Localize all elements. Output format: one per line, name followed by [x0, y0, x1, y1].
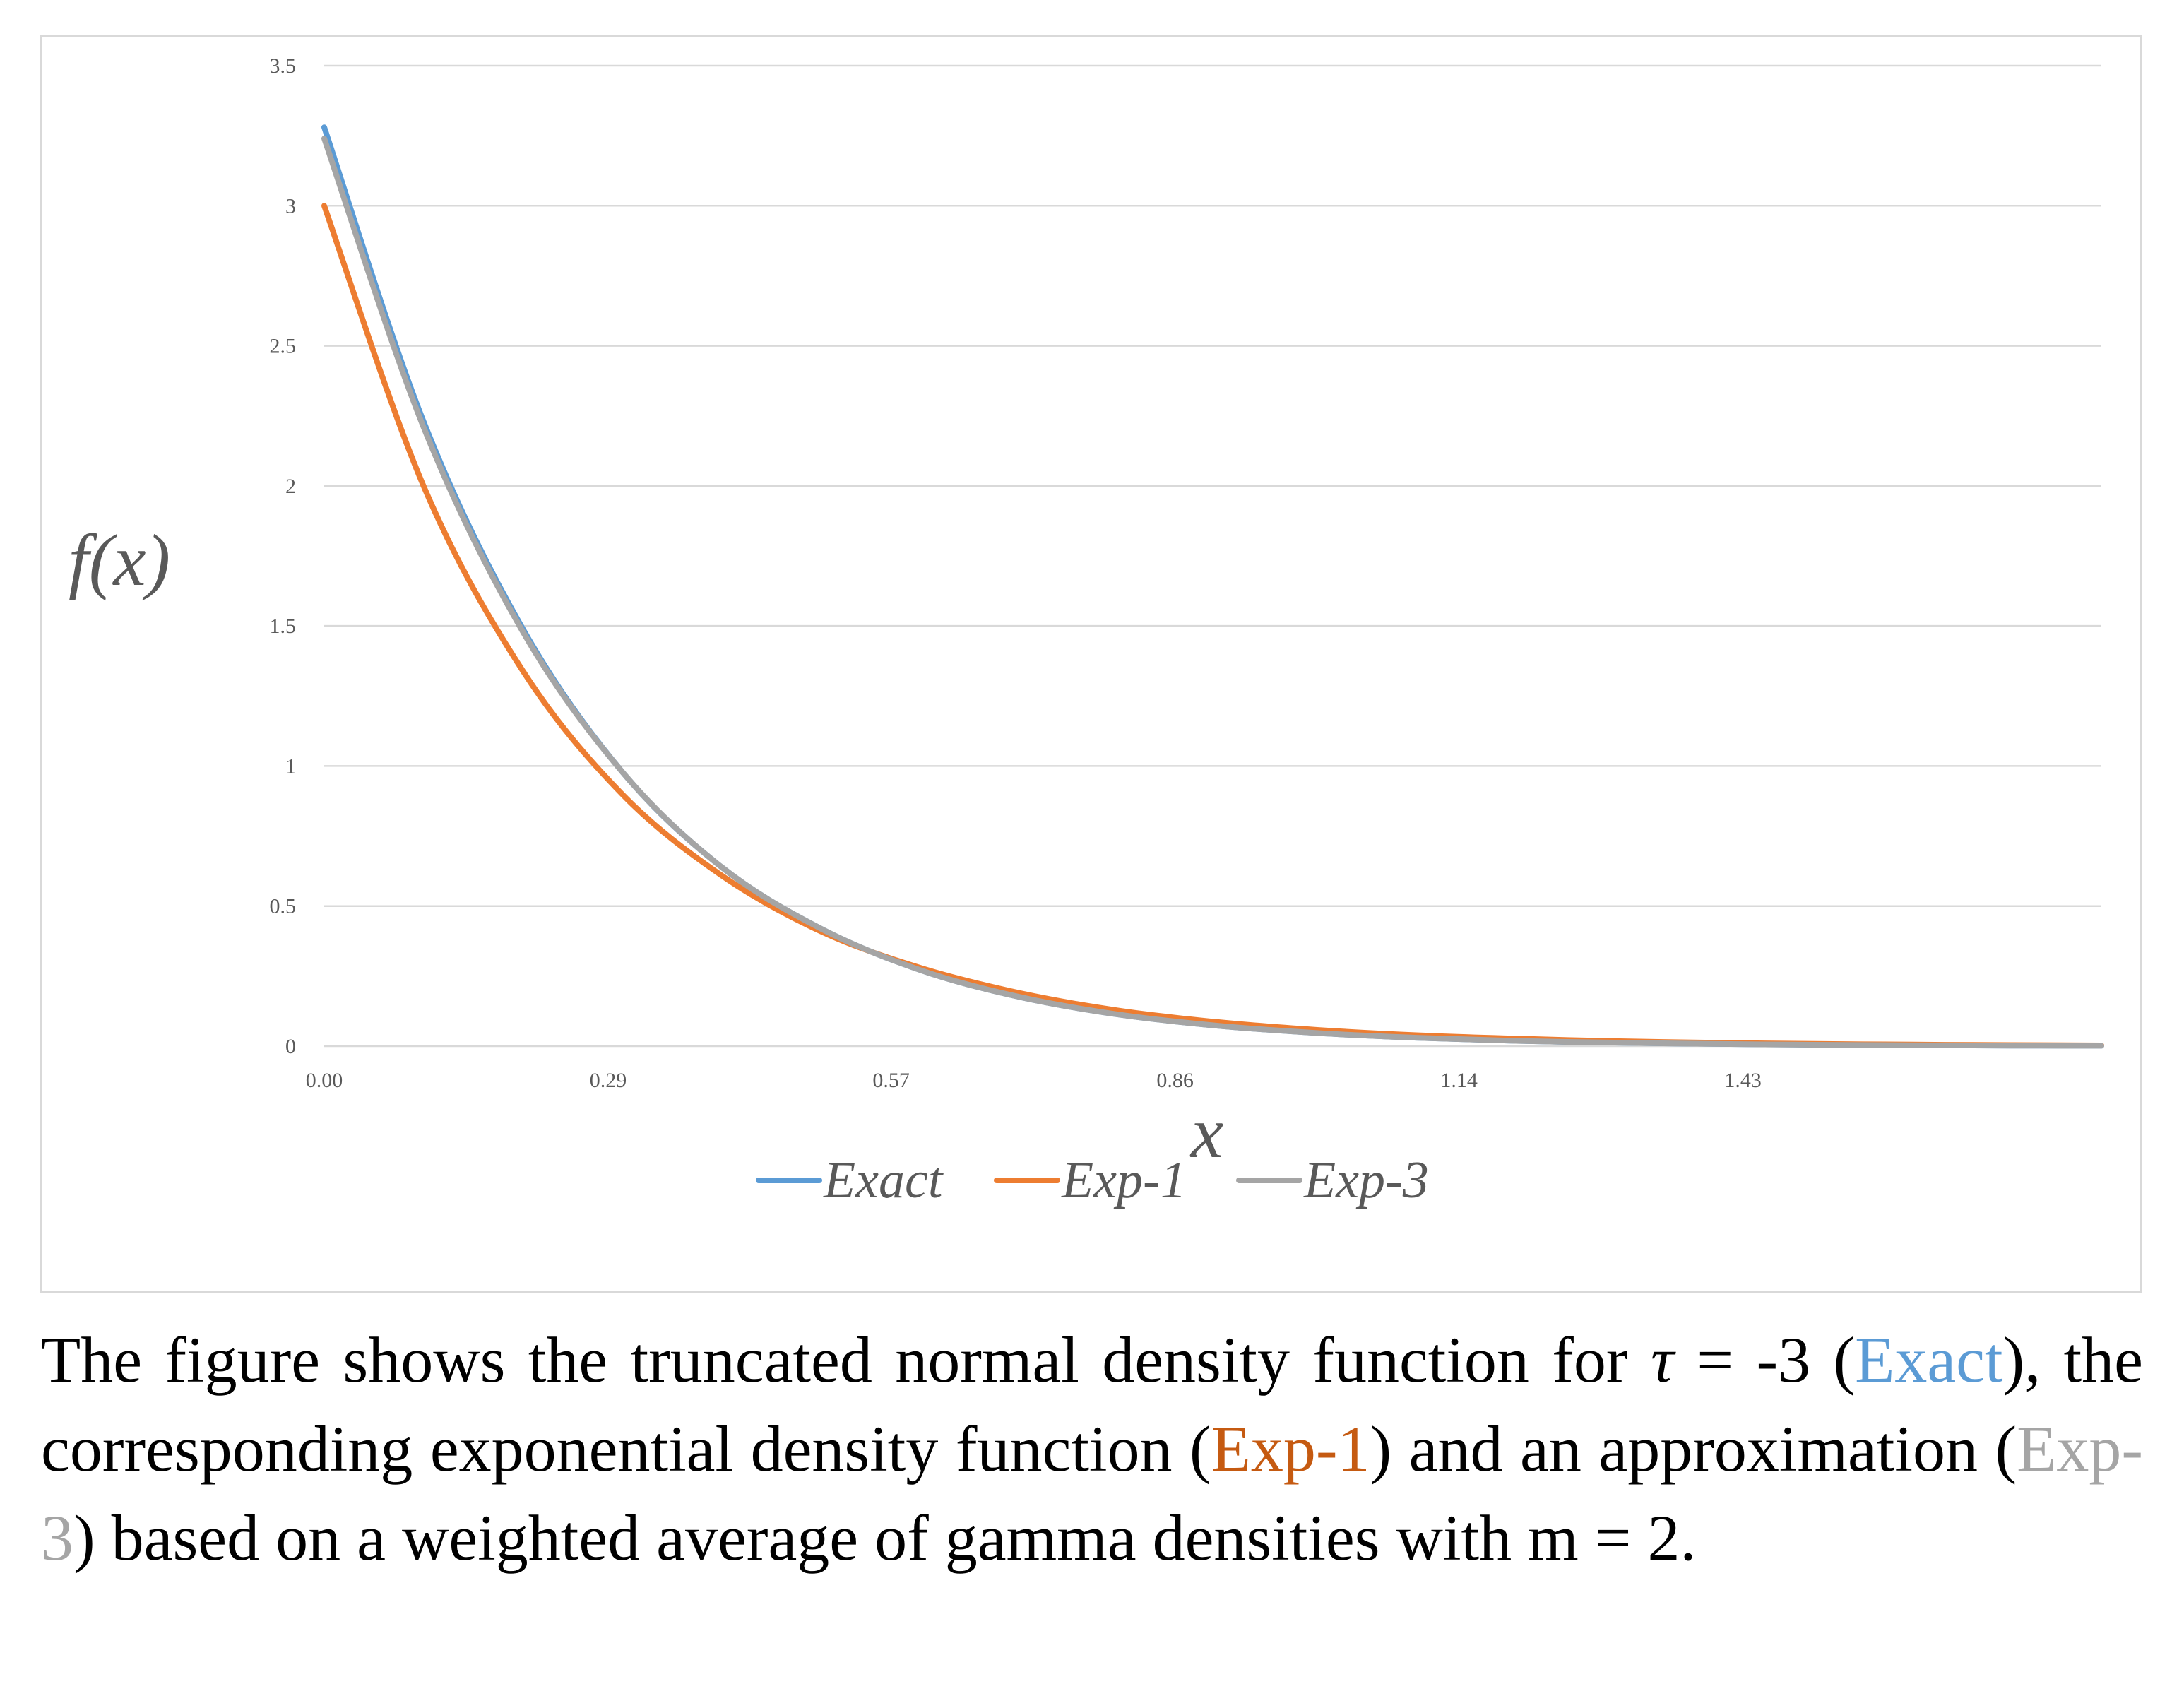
y-tick-label: 3 [285, 194, 296, 218]
y-tick-label: 1.5 [270, 615, 297, 638]
series-lines [321, 124, 2104, 1049]
caption-text-1: The figure shows the truncated normal de… [41, 1324, 1651, 1396]
tau-symbol: τ [1650, 1324, 1674, 1396]
legend: Exact Exp-1 Exp-3 [756, 1151, 1429, 1209]
y-axis-title: f(x) [69, 520, 170, 601]
y-tick-label: 3.5 [270, 54, 297, 78]
x-tick-label: 0.29 [590, 1069, 627, 1092]
y-tick-label: 0 [285, 1035, 296, 1058]
y-axis-ticks: 0 0.5 1 1.5 2 2.5 3 3.5 [270, 54, 297, 1058]
gridlines [324, 64, 2101, 1048]
x-tick-label: 0.86 [1156, 1069, 1194, 1092]
caption-text-4: ) and an approximation ( [1370, 1413, 2017, 1485]
y-tick-label: 2.5 [270, 335, 297, 358]
caption-exp1-label: Exp-1 [1211, 1413, 1370, 1485]
caption-text-5: ) based on a weighted average of gamma d… [73, 1502, 1697, 1574]
caption-text-2: = -3 ( [1673, 1324, 1856, 1396]
x-axis-title: x [1189, 1092, 1223, 1173]
caption-exact-label: Exact [1855, 1324, 2003, 1396]
y-tick-label: 0.5 [270, 895, 297, 918]
caption-text-3: ), the corresponding exponential density… [41, 1324, 2143, 1485]
legend-label-exp3: Exp-3 [1303, 1151, 1429, 1209]
x-tick-label: 1.43 [1724, 1069, 1762, 1092]
x-tick-label: 0.57 [872, 1069, 910, 1092]
caption-exp3-label: Exp-3 [41, 1413, 2143, 1574]
legend-label-exp1: Exp-1 [1061, 1151, 1187, 1209]
x-tick-label: 0.00 [306, 1069, 343, 1092]
y-tick-label: 1 [285, 754, 296, 778]
series-line-exp3 [321, 136, 2104, 1049]
line-chart: 0 0.5 1 1.5 2 2.5 3 3.5 0.00 0.29 0.57 0.86 1.14 1.4… [69, 54, 2104, 1209]
figure-caption: The figure shows the truncated normal de… [41, 1315, 2143, 1582]
series-line-exact [321, 124, 2104, 1049]
x-axis-ticks: 0.00 0.29 0.57 0.86 1.14 1.43 [306, 1069, 1762, 1092]
legend-label-exact: Exact [823, 1151, 944, 1209]
chart-frame: 0 0.5 1 1.5 2 2.5 3 3.5 0.00 0.29 0.57 0.86 1.14 1.4… [40, 35, 2142, 1293]
y-tick-label: 2 [285, 475, 296, 498]
x-tick-label: 1.14 [1440, 1069, 1478, 1092]
